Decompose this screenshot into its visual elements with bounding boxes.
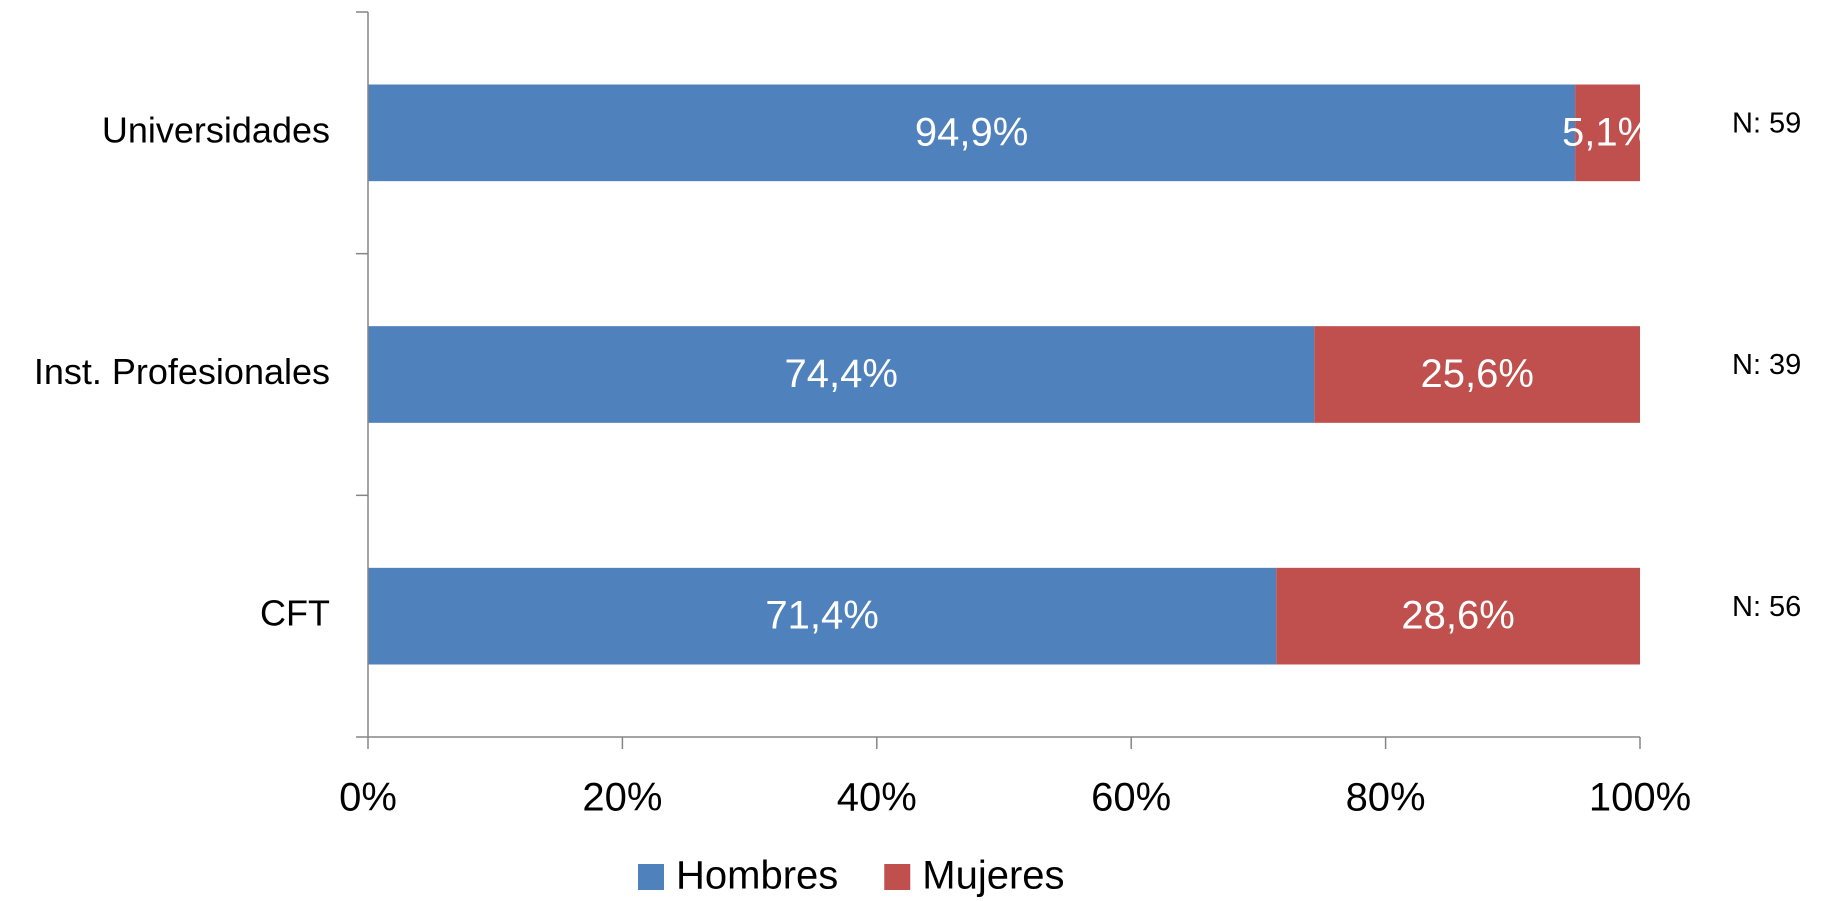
- x-tick-label: 60%: [1091, 776, 1171, 820]
- legend-swatch: [884, 864, 911, 890]
- bar-segment: [368, 84, 1576, 182]
- x-tick-label: 100%: [1589, 776, 1691, 820]
- data-label: 5,1%: [1562, 110, 1653, 154]
- bar-segment: [368, 326, 1315, 423]
- x-tick-label: 80%: [1346, 776, 1426, 820]
- data-label: 28,6%: [1401, 594, 1514, 638]
- data-label: 94,9%: [915, 110, 1028, 154]
- x-tick-label: 40%: [837, 776, 917, 820]
- legend-label: Mujeres: [922, 854, 1064, 898]
- x-tick-label: 0%: [339, 776, 397, 820]
- y-tick-label: Inst. Profesionales: [34, 351, 330, 392]
- y-tick-label: CFT: [260, 593, 330, 634]
- annotation: N: 59: [1732, 107, 1801, 139]
- bar-segment: [368, 567, 1277, 665]
- legend-swatch: [638, 864, 664, 890]
- data-label: 74,4%: [784, 352, 897, 396]
- y-tick-label: Universidades: [102, 109, 330, 150]
- annotation: N: 56: [1732, 591, 1801, 623]
- bar-segment: [1575, 84, 1640, 182]
- bar-segment: [1276, 567, 1640, 665]
- x-tick-label: 20%: [582, 776, 662, 820]
- data-label: 25,6%: [1420, 352, 1533, 396]
- legend-label: Hombres: [676, 854, 838, 898]
- annotation: N: 39: [1732, 349, 1801, 381]
- data-label: 71,4%: [765, 594, 878, 638]
- bar-segment: [1314, 326, 1640, 423]
